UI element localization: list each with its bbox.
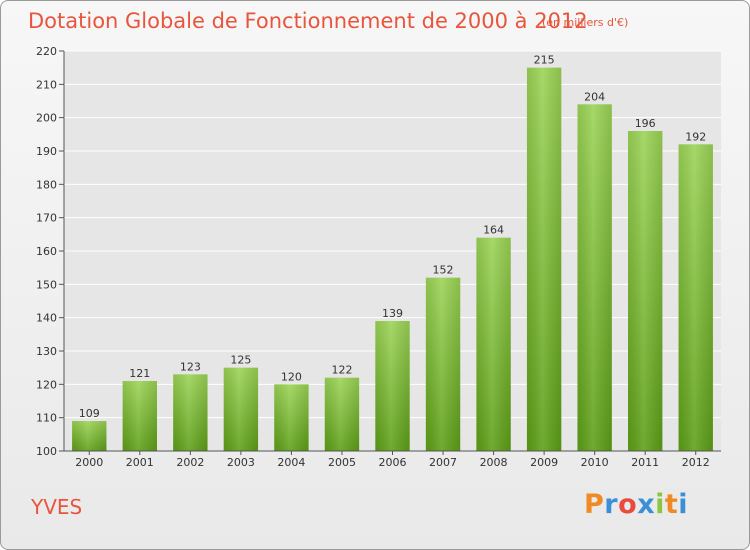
y-tick-label: 120 (36, 378, 57, 391)
logo-letter: t (664, 489, 679, 520)
logo-letter: i (655, 489, 665, 520)
chart-title: Dotation Globale de Fonctionnement de 20… (28, 9, 588, 33)
data-label-2006: 139 (382, 307, 403, 320)
x-tick-label: 2003 (227, 456, 255, 469)
x-tick-label: 2000 (75, 456, 103, 469)
bar-shade (223, 367, 259, 451)
y-axis: 100 110 120 130 140 150 160 170 180 190 200 210 220 (36, 45, 65, 458)
x-tick-label: 2004 (277, 456, 305, 469)
logo-letter: o (618, 489, 638, 520)
bar-shade (425, 277, 461, 451)
bar-shade (72, 421, 107, 451)
bar-shade (678, 144, 713, 452)
data-label-2010: 204 (584, 90, 605, 103)
data-label-2008: 164 (483, 224, 504, 237)
x-tick-label: 2009 (530, 456, 558, 469)
x-tick-label: 2008 (480, 456, 508, 469)
y-tick-label: 220 (36, 45, 57, 58)
data-label-2011: 196 (635, 117, 656, 130)
x-tick-label: 2002 (176, 456, 204, 469)
x-tick-label: 2010 (581, 456, 609, 469)
y-tick-label: 130 (36, 345, 57, 358)
data-label-2009: 215 (534, 54, 555, 67)
x-axis: 2000 2001 2002 2003 2004 2005 2006 2007 2008 2009… (64, 450, 721, 469)
town-name: YVES (31, 495, 83, 519)
y-tick-label: 180 (36, 178, 57, 191)
data-label-2004: 120 (281, 370, 302, 383)
y-tick-label: 110 (36, 412, 57, 425)
bar-shade (173, 374, 208, 451)
data-label-2001: 121 (129, 367, 150, 380)
logo-letter: x (637, 489, 656, 520)
bar-shade (375, 321, 410, 451)
logo-letter: i (678, 489, 689, 520)
bars: 109 121 123 125 120 122 139 152 164 215 204 196 192 (72, 54, 713, 452)
data-label-2003: 125 (230, 354, 251, 367)
y-tick-label: 170 (36, 212, 57, 225)
bar-shade (577, 104, 612, 451)
logo-letter: P (584, 489, 605, 520)
logo-letter: r (604, 489, 619, 520)
y-tick-label: 150 (36, 278, 57, 291)
x-tick-label: 2007 (429, 456, 457, 469)
y-tick-label: 100 (36, 445, 57, 458)
y-tick-label: 200 (36, 112, 57, 125)
bar-shade (628, 131, 663, 451)
proxiti-logo: Proxiti (584, 489, 688, 520)
y-tick-label: 190 (36, 145, 57, 158)
x-tick-label: 2012 (682, 456, 710, 469)
y-tick-label: 160 (36, 245, 57, 258)
data-label-2002: 123 (180, 360, 201, 373)
x-tick-label: 2011 (631, 456, 659, 469)
bar-shade (526, 67, 562, 452)
data-label-2000: 109 (79, 407, 100, 420)
bar-shade (122, 381, 157, 451)
data-label-2012: 192 (685, 130, 706, 143)
x-tick-label: 2005 (328, 456, 356, 469)
y-tick-label: 210 (36, 78, 57, 91)
data-label-2007: 152 (433, 264, 454, 277)
bar-shade (274, 384, 309, 451)
bar-shade (476, 237, 511, 451)
y-tick-label: 140 (36, 312, 57, 325)
bar-shade (324, 377, 360, 451)
data-label-2005: 122 (331, 364, 352, 377)
chart-unit: (en milliers d'€) (542, 16, 629, 29)
x-tick-label: 2001 (126, 456, 154, 469)
x-tick-label: 2006 (379, 456, 407, 469)
